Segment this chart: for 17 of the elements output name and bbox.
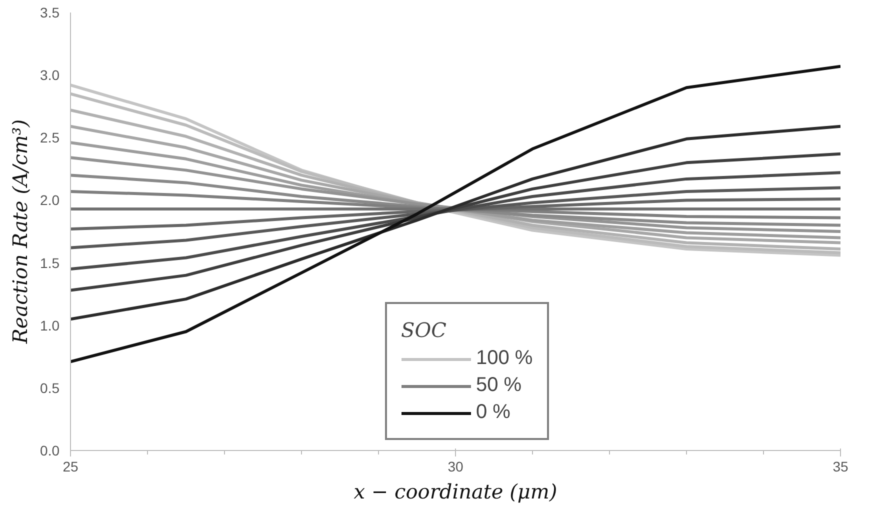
legend-title: SOC bbox=[401, 318, 448, 342]
y-axis-title: Reaction Rate (A/cm³) bbox=[8, 119, 32, 345]
legend-label: 100 % bbox=[476, 347, 533, 370]
x-tick-label: 35 bbox=[832, 458, 848, 474]
y-tick-label: 3.5 bbox=[40, 4, 60, 20]
y-tick-label: 2.0 bbox=[40, 192, 60, 208]
y-tick-label: 2.5 bbox=[40, 130, 60, 146]
x-axis-title: x − coordinate (μm) bbox=[354, 480, 558, 504]
y-tick-label: 1.5 bbox=[40, 254, 60, 271]
legend-label: 0 % bbox=[476, 401, 510, 424]
y-tick-label: 3.0 bbox=[40, 67, 60, 84]
x-tick-label: 30 bbox=[448, 458, 464, 474]
y-tick-label: 1.0 bbox=[40, 317, 60, 334]
y-tick-label: 0.5 bbox=[40, 380, 60, 396]
x-tick-label: 25 bbox=[62, 458, 78, 474]
y-tick-label: 0.0 bbox=[40, 442, 60, 458]
legend-label: 50 % bbox=[476, 374, 522, 397]
